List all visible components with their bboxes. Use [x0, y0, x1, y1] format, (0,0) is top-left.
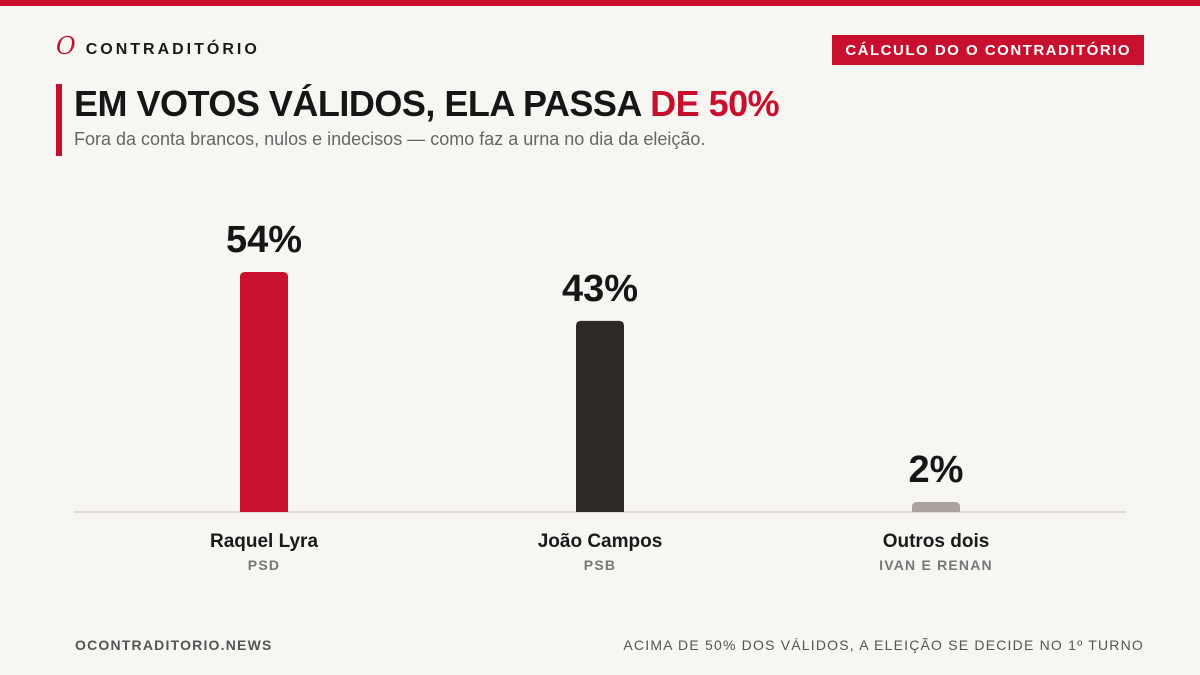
category-label: Raquel Lyra — [210, 531, 318, 552]
bar-raquel-lyra — [240, 272, 288, 512]
brand-name: CONTRADITÓRIO — [85, 41, 260, 58]
calculation-badge: CÁLCULO DO O CONTRADITÓRIO — [832, 35, 1144, 65]
headline: EM VOTOS VÁLIDOS, ELA PASSA DE 50% — [74, 83, 780, 124]
brand-mark: O — [56, 32, 76, 60]
top-accent-bar — [0, 0, 1200, 6]
bar-jo-o-campos — [576, 320, 624, 512]
value-label: 2% — [909, 449, 964, 491]
category-label: Outros dois — [883, 531, 990, 552]
category-sublabel: PSD — [248, 557, 280, 573]
category-label: João Campos — [538, 531, 663, 552]
bar-chart: 54% Raquel Lyra PSD 43% João Campos PSB 2% Outr… — [74, 219, 1126, 573]
bar-outros-dois — [912, 502, 960, 512]
category-sublabel: IVAN E RENAN — [879, 557, 993, 573]
category-sublabel: PSB — [584, 557, 616, 573]
brand-logo: O CONTRADITÓRIO — [56, 32, 260, 60]
value-label: 43% — [562, 268, 638, 310]
headline-accent: DE 50% — [650, 83, 780, 124]
footer-note: ACIMA DE 50% DOS VÁLIDOS, A ELEIÇÃO SE D… — [623, 637, 1144, 653]
subtitle: Fora da conta brancos, nulos e indecisos… — [74, 129, 706, 149]
value-label: 54% — [226, 219, 302, 261]
headline-main: EM VOTOS VÁLIDOS, ELA PASSA — [74, 83, 651, 124]
headline-block: EM VOTOS VÁLIDOS, ELA PASSA DE 50% Fora … — [56, 83, 780, 156]
footer-site[interactable]: OCONTRADITORIO.NEWS — [75, 637, 273, 653]
